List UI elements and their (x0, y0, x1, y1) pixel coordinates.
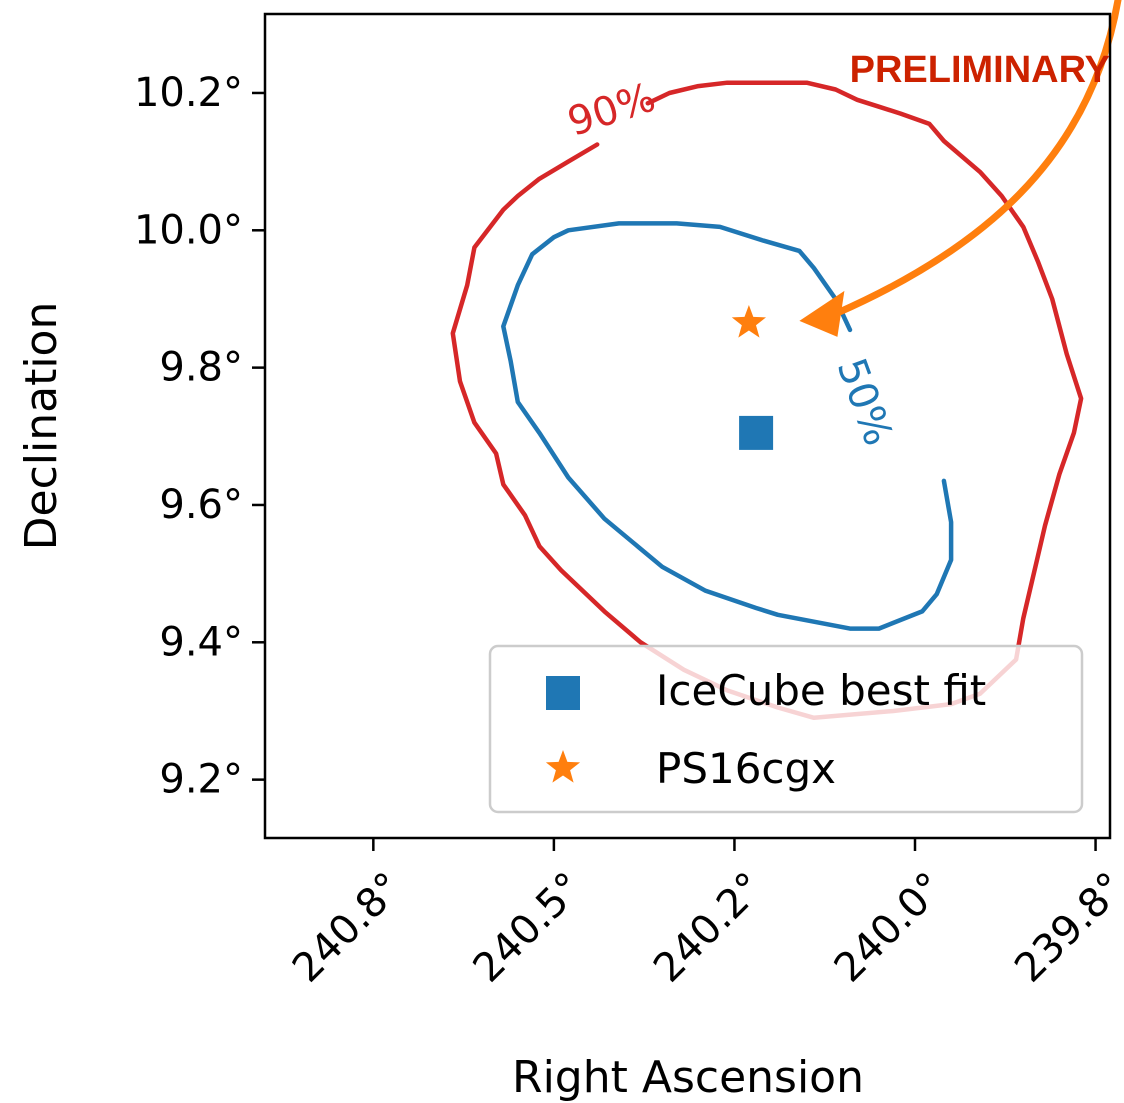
legend-marker-best-fit (546, 676, 580, 710)
y-axis-label: Declination (16, 302, 67, 551)
legend-label-best-fit: IceCube best fit (656, 666, 986, 715)
plot-area: 90% 50% (450, 0, 1122, 721)
y-tick-label: 9.4° (159, 619, 243, 665)
x-tick-label: 239.8° (1006, 864, 1124, 992)
axes: 10.2° 10.0° 9.8° 9.6° 9.4° 9.2° 240.8° 240.5° 24… (134, 70, 1124, 991)
y-tick-label: 10.2° (134, 70, 243, 116)
x-tick-label: 240.8° (284, 864, 412, 992)
contour-50-label: 50% (828, 352, 902, 451)
legend-marker-ps16cgx (545, 750, 581, 783)
contour-90-line (450, 80, 1084, 721)
ps16cgx-marker (731, 305, 766, 338)
legend-label-ps16cgx: PS16cgx (656, 744, 836, 793)
legend-box (488, 644, 1084, 814)
contour-50-line (501, 221, 954, 631)
pointer-arrow-shaft (833, 0, 1122, 317)
preliminary-label: PRELIMINARY (850, 49, 1110, 91)
y-tick-label: 9.6° (159, 482, 243, 528)
legend: IceCube best fit PS16cgx (488, 644, 1084, 814)
best-fit-marker (739, 415, 774, 450)
y-tick-label: 10.0° (134, 207, 243, 253)
pointer-arrow-head (799, 290, 845, 337)
y-tick-label: 9.2° (159, 757, 243, 803)
x-tick-label: 240.5° (465, 864, 593, 992)
contour-90-label: 90% (562, 75, 661, 146)
x-tick-label: 240.0° (826, 864, 954, 992)
y-tick-label: 9.8° (159, 345, 243, 391)
plot-frame (263, 12, 1112, 840)
x-axis-label: Right Ascension (512, 1052, 864, 1103)
x-tick-label: 240.2° (645, 864, 773, 992)
